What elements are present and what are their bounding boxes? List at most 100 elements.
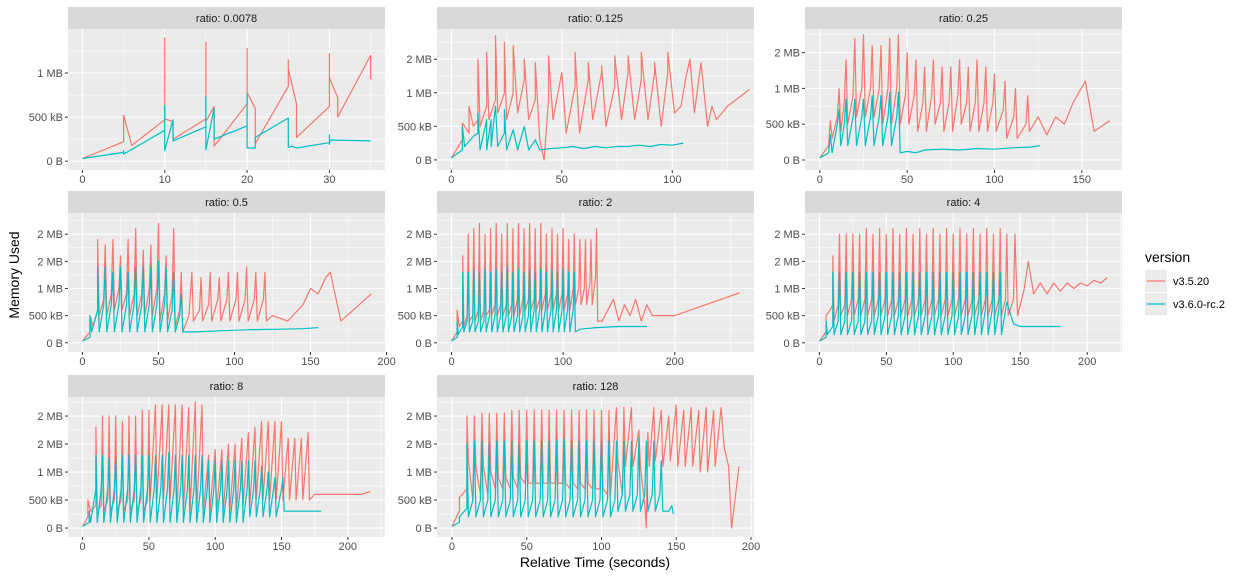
facet-label: ratio: 128: [573, 381, 619, 393]
facet-panel: ratio: 0.5 0 50 100 150 200 0 B 500 kB 1 MB 2 MB 2…: [29, 191, 396, 368]
facet-strip: [805, 191, 1122, 213]
panel-background: [437, 29, 754, 170]
y-tick-label: 2 MB: [37, 229, 63, 241]
y-tick-label: 1 MB: [37, 283, 63, 295]
y-tick-label: 0 B: [415, 155, 432, 167]
facet-panel: ratio: 0.25 0 50 100 150 0 B 500 kB 1 MB 2 MB: [766, 7, 1122, 186]
y-axis-title: Memory Used: [6, 231, 22, 318]
x-tick-label: 50: [901, 174, 913, 186]
x-tick-label: 50: [152, 356, 164, 368]
y-tick-label: 2 MB: [37, 439, 63, 451]
facet-strip: [437, 7, 754, 29]
series-line-v3-6-0-rc-2: [451, 266, 647, 342]
y-tick-label: 2 MB: [406, 229, 432, 241]
facet-label: ratio: 0.5: [205, 197, 248, 209]
y-tick-label: 0 B: [46, 523, 63, 535]
x-tick-label: 150: [301, 356, 319, 368]
facet-strip: [437, 191, 754, 213]
x-tick-label: 0: [80, 541, 86, 553]
y-tick-label: 1 MB: [774, 83, 800, 95]
x-tick-label: 50: [521, 541, 533, 553]
facet-label: ratio: 8: [210, 381, 244, 393]
legend-label-v3-5-20: v3.5.20: [1173, 276, 1209, 288]
x-tick-label: 200: [742, 541, 760, 553]
facet-label: ratio: 0.0078: [196, 13, 257, 25]
y-tick-label: 0 B: [783, 338, 800, 350]
y-tick-label: 2 MB: [774, 48, 800, 60]
y-tick-label: 500 kB: [29, 112, 63, 124]
x-tick-label: 200: [666, 356, 684, 368]
series-line-v3-5-20: [81, 222, 372, 342]
y-tick-label: 2 MB: [406, 411, 432, 423]
y-tick-label: 500 kB: [398, 121, 432, 133]
facet-strip: [805, 7, 1122, 29]
x-tick-label: 0: [448, 356, 454, 368]
series-line-v3-6-0-rc-2: [82, 260, 319, 342]
series-line-v3-6-0-rc-2: [82, 451, 322, 527]
x-tick-label: 0: [817, 174, 823, 186]
x-tick-label: 50: [556, 174, 568, 186]
facet-label: ratio: 0.25: [939, 13, 988, 25]
facet-strip: [68, 191, 385, 213]
x-tick-label: 100: [592, 541, 610, 553]
y-tick-label: 1 MB: [37, 467, 63, 479]
x-tick-label: 100: [944, 356, 962, 368]
facet-strip: [68, 375, 385, 397]
facet-panel: ratio: 0.0078 0 10 20 30 0 B 500 kB 1 MB: [29, 7, 385, 186]
x-tick-label: 100: [206, 541, 224, 553]
y-tick-label: 500 kB: [29, 311, 63, 323]
x-tick-label: 0: [816, 356, 822, 368]
series-line-v3-6-0-rc-2: [451, 105, 684, 159]
x-tick-label: 0: [79, 356, 85, 368]
panel-background: [805, 213, 1122, 352]
x-tick-label: 200: [377, 356, 395, 368]
y-tick-label: 2 MB: [37, 411, 63, 423]
y-tick-label: 1 MB: [406, 467, 432, 479]
y-tick-label: 500 kB: [29, 495, 63, 507]
x-tick-label: 20: [241, 174, 253, 186]
series-line-v3-5-20: [819, 34, 1111, 159]
y-tick-label: 2 MB: [37, 256, 63, 268]
y-tick-label: 2 MB: [774, 229, 800, 241]
series-line-v3-6-0-rc-2: [82, 93, 371, 160]
facet-strip: [437, 375, 754, 397]
x-tick-label: 100: [225, 356, 243, 368]
y-tick-label: 500 kB: [766, 311, 800, 323]
x-tick-label: 0: [448, 174, 454, 186]
facet-panel: ratio: 8 0 50 100 150 200 0 B 500 kB 1 MB 2 MB 2 M…: [29, 375, 385, 553]
x-tick-label: 150: [1073, 174, 1091, 186]
x-tick-label: 0: [79, 174, 85, 186]
y-tick-label: 0 B: [46, 338, 63, 350]
y-tick-label: 0 B: [783, 155, 800, 167]
x-tick-label: 50: [143, 541, 155, 553]
y-tick-label: 500 kB: [766, 119, 800, 131]
x-tick-label: 150: [1011, 356, 1029, 368]
legend: version v3.5.20 v3.6.0-rc.2: [1145, 249, 1225, 315]
series-line-v3-5-20: [450, 35, 750, 161]
x-tick-label: 0: [449, 541, 455, 553]
x-axis-title: Relative Time (seconds): [520, 554, 670, 570]
y-tick-label: 0 B: [415, 523, 432, 535]
y-tick-label: 1 MB: [774, 283, 800, 295]
y-tick-label: 1 MB: [406, 283, 432, 295]
series-line-v3-6-0-rc-2: [451, 437, 674, 527]
legend-title: version: [1145, 249, 1190, 265]
y-tick-label: 2 MB: [406, 256, 432, 268]
panel-background: [68, 29, 385, 170]
x-tick-label: 100: [985, 174, 1003, 186]
y-tick-label: 0 B: [415, 338, 432, 350]
facet-panel: ratio: 4 0 50 100 150 200 0 B 500 kB 1 MB 2 MB 2 M…: [766, 191, 1122, 368]
x-tick-label: 200: [339, 541, 357, 553]
x-tick-label: 100: [663, 174, 681, 186]
x-tick-label: 30: [323, 174, 335, 186]
x-tick-label: 200: [1078, 356, 1096, 368]
series-line-v3-5-20: [82, 37, 372, 160]
x-tick-label: 150: [272, 541, 290, 553]
facet-panel: ratio: 2 0 100 200 0 B 500 kB 1 MB 2 MB 2 MB: [398, 191, 754, 368]
y-tick-label: 1 MB: [37, 68, 63, 80]
facet-label: ratio: 4: [947, 197, 981, 209]
y-tick-label: 2 MB: [406, 439, 432, 451]
x-tick-label: 10: [159, 174, 171, 186]
